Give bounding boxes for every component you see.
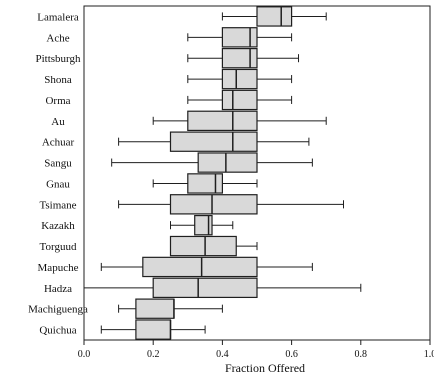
category-labels: Lamalera Ache Pittsburgh Shona Orma Au Achuar S… <box>28 11 88 336</box>
x-tick-label: 0.4 <box>216 349 229 360</box>
box-series-item <box>118 131 310 152</box>
box-series-item <box>169 235 258 257</box>
category-label: Orma <box>45 95 70 107</box>
box-series-item <box>111 152 313 173</box>
box-series-item <box>187 47 300 69</box>
box-rect <box>169 235 237 257</box>
box-rect <box>187 173 224 194</box>
box-rect <box>221 89 258 111</box>
box-series-item <box>187 68 293 90</box>
box-rect <box>135 298 175 319</box>
box-series-item <box>187 27 293 48</box>
box-rect <box>221 68 258 90</box>
box-rect <box>142 256 258 278</box>
category-label: Sangu <box>44 158 72 170</box>
category-label: Gnau <box>46 178 70 190</box>
category-label: Mapuche <box>38 262 79 274</box>
box-rect <box>221 47 258 69</box>
plot-frame <box>83 5 431 341</box>
x-tick-label: 0.0 <box>78 349 91 360</box>
x-tick-label: 0.2 <box>147 349 160 360</box>
box-rect <box>169 131 258 152</box>
box-series-item <box>221 6 327 27</box>
x-tick-label: 0.8 <box>355 349 368 360</box>
box-rect <box>194 214 213 236</box>
category-label: Tsimane <box>39 199 76 211</box>
box-series-item <box>100 319 206 340</box>
box-series-item <box>152 173 258 194</box>
category-label: Quichua <box>39 325 76 337</box>
x-axis: 0.0 0.2 0.4 0.6 0.8 1.0 <box>78 340 434 360</box>
category-label: Kazakh <box>41 220 75 232</box>
category-label: Machiguenga <box>28 304 88 316</box>
box-series-item <box>170 214 234 236</box>
category-label: Ache <box>46 32 69 44</box>
category-label: Hadza <box>44 283 72 295</box>
box-rect <box>256 6 293 27</box>
x-tick-label: 0.6 <box>285 349 298 360</box>
category-label: Pittsburgh <box>35 53 81 65</box>
plot-area <box>83 5 431 341</box>
box-rect <box>152 277 258 299</box>
category-label: Au <box>51 116 65 128</box>
box-series-item <box>118 194 344 215</box>
box-rect <box>221 27 258 48</box>
box-series-item <box>83 277 362 299</box>
box-rect <box>197 152 258 173</box>
box-rect <box>135 319 172 340</box>
x-axis-title: Fraction Offered <box>225 361 305 375</box>
category-label: Lamalera <box>37 11 79 23</box>
x-tick-label: 1.0 <box>424 349 434 360</box>
box-rect <box>169 194 258 215</box>
box-series-item <box>187 89 293 111</box>
category-label: Shona <box>44 74 72 86</box>
box-series-item <box>152 110 327 132</box>
category-label: Achuar <box>42 137 75 149</box>
box-series-item <box>118 298 223 319</box>
category-label: Torguud <box>40 241 77 253</box>
box-series-item <box>100 256 313 278</box>
box-rect <box>187 110 258 132</box>
